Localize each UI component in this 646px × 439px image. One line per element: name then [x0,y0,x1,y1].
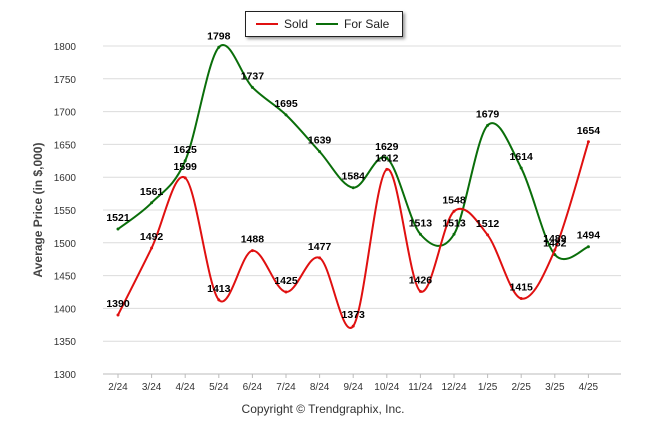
data-label-sold: 1415 [510,282,534,294]
y-tick-label: 1600 [54,173,77,184]
data-label-sold: 1488 [241,234,265,246]
data-point-for-sale [452,232,456,236]
x-tick-label: 4/25 [579,382,599,393]
x-tick-label: 11/24 [408,382,433,393]
data-label-sold: 1425 [274,275,298,287]
data-point-sold [385,167,389,171]
series-line-for-sale [117,44,589,261]
data-label-sold: 1413 [207,283,231,295]
x-tick-label: 12/24 [441,382,466,393]
data-point-for-sale [385,156,389,160]
legend-item-sold[interactable]: Sold [256,12,308,36]
data-label-for-sale: 1584 [342,171,366,183]
data-label-sold: 1599 [174,161,198,173]
x-tick-label: 9/24 [343,382,363,393]
data-label-sold: 1612 [375,152,399,164]
data-point-sold [318,256,322,260]
legend-label-sold: Sold [284,17,309,31]
data-point-sold [217,298,221,302]
y-tick-label: 1750 [54,75,77,86]
legend-swatch-sold [256,23,278,25]
x-tick-label: 5/24 [209,382,229,393]
y-tick-label: 1350 [54,337,77,348]
y-tick-label: 1400 [54,304,77,315]
x-tick-label: 8/24 [310,382,330,393]
x-tick-label: 3/24 [142,382,162,393]
x-tick-label: 1/25 [478,382,498,393]
legend: Sold For Sale [245,11,403,37]
series-line-sold [117,141,590,329]
x-tick-label: 7/24 [276,382,296,393]
y-tick-label: 1700 [54,108,77,119]
data-point-for-sale [351,186,355,190]
data-label-for-sale: 1521 [106,212,130,224]
data-label-for-sale: 1513 [409,217,433,229]
data-point-sold [183,176,187,180]
data-point-sold [452,209,456,213]
x-tick-label: 4/24 [175,382,195,393]
x-tick-label: 10/24 [374,382,399,393]
data-point-for-sale [318,150,322,154]
legend-item-for-sale[interactable]: For Sale [316,12,389,36]
legend-swatch-for-sale [316,23,338,25]
data-label-for-sale: 1679 [476,108,500,120]
data-label-for-sale: 1513 [442,217,466,229]
data-point-for-sale [150,201,154,205]
data-point-sold [418,289,422,293]
y-tick-label: 1450 [54,272,77,283]
legend-label-for-sale: For Sale [344,17,390,31]
data-label-for-sale: 1494 [577,230,601,242]
data-point-sold [284,290,288,294]
y-axis-title: Average Price (in $,000) [31,143,45,278]
data-label-for-sale: 1737 [241,70,265,82]
y-tick-label: 1650 [54,140,77,151]
y-tick-label: 1500 [54,239,77,250]
x-tick-label: 2/25 [511,382,531,393]
data-point-for-sale [183,159,187,163]
data-point-for-sale [519,166,523,170]
data-label-sold: 1512 [476,218,500,230]
data-point-sold [553,248,557,252]
data-point-sold [519,297,523,301]
data-point-sold [351,324,355,328]
data-point-for-sale [486,123,490,127]
data-point-sold [116,313,120,317]
y-tick-label: 1800 [54,42,77,53]
data-label-sold: 1548 [442,194,466,206]
data-label-sold: 1477 [308,241,332,253]
data-label-sold: 1373 [342,309,366,321]
data-label-for-sale: 1639 [308,135,332,147]
x-tick-label: 2/24 [108,382,128,393]
data-point-for-sale [217,45,221,49]
data-point-for-sale [586,245,590,249]
data-label-sold: 1489 [543,233,567,245]
data-point-for-sale [250,85,254,89]
data-label-for-sale: 1482 [543,238,567,250]
data-point-sold [586,140,590,144]
data-point-for-sale [284,113,288,117]
data-label-for-sale: 1629 [375,141,399,153]
data-label-sold: 1390 [106,298,130,310]
data-point-sold [486,233,490,237]
data-label-for-sale: 1798 [207,30,231,42]
data-point-for-sale [418,232,422,236]
y-tick-label: 1550 [54,206,77,217]
data-point-sold [150,246,154,250]
data-label-for-sale: 1695 [274,98,298,110]
y-tick-label: 1300 [54,370,77,381]
x-tick-label: 3/25 [545,382,565,393]
data-label-sold: 1426 [409,274,433,286]
data-point-sold [250,249,254,253]
copyright-text: Copyright © Trendgraphix, Inc. [241,402,405,416]
data-label-for-sale: 1561 [140,186,164,198]
data-point-for-sale [116,227,120,231]
data-label-sold: 1654 [577,125,601,137]
x-tick-label: 6/24 [243,382,263,393]
data-label-for-sale: 1625 [174,144,198,156]
data-label-sold: 1492 [140,231,164,243]
data-label-for-sale: 1614 [510,151,534,163]
